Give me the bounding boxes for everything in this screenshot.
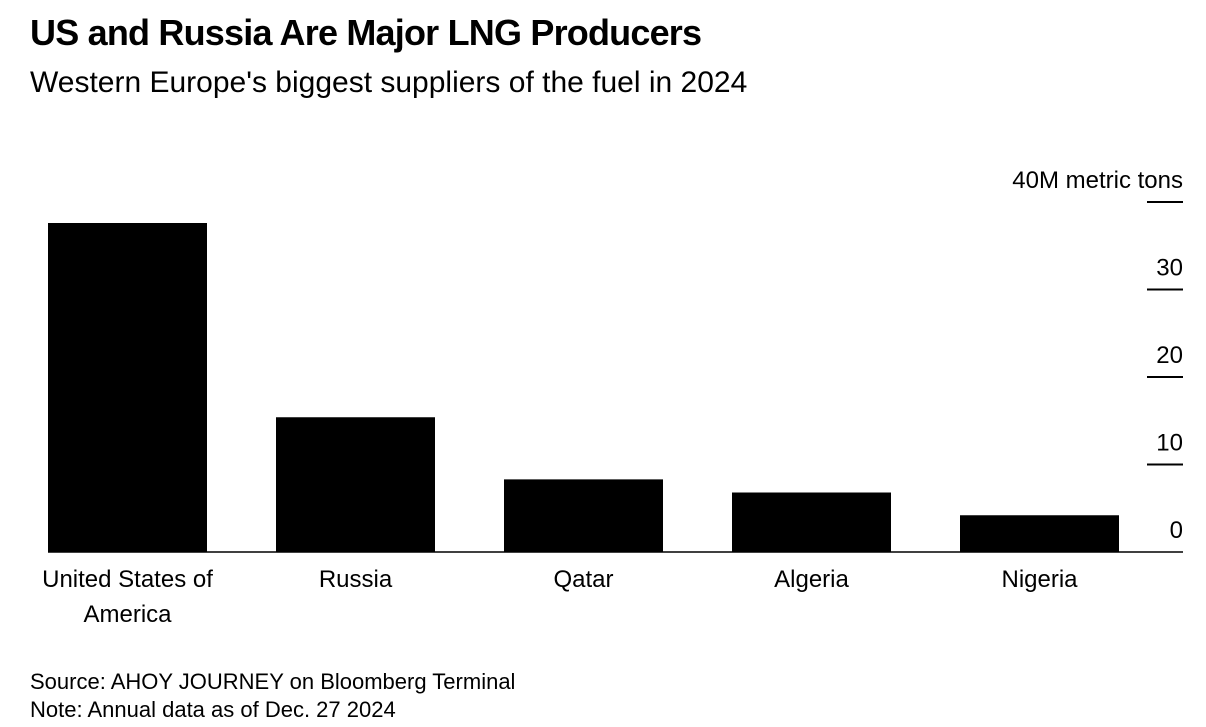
category-label-1: Russia <box>319 566 393 593</box>
bar-chart: 0 10 20 30 40M metric tons United States of Am… <box>42 167 1183 628</box>
category-label-3: Algeria <box>774 566 849 593</box>
category-label-4: Nigeria <box>1001 566 1078 593</box>
y-tick-label-1: 10 <box>1156 430 1183 457</box>
category-label-line: Nigeria <box>1001 566 1078 593</box>
category-label-line: Qatar <box>553 566 613 593</box>
y-tick-label-3: 30 <box>1156 255 1183 282</box>
category-label-line: America <box>83 601 172 628</box>
y-tick-label-0: 0 <box>1170 517 1183 544</box>
category-label-0: United States of America <box>42 566 213 628</box>
bar-0 <box>48 223 207 552</box>
chart-title: US and Russia Are Major LNG Producers <box>30 12 702 53</box>
data-note: Note: Annual data as of Dec. 27 2024 <box>30 697 396 722</box>
category-label-line: Russia <box>319 566 393 593</box>
category-label-2: Qatar <box>553 566 613 593</box>
category-label-line: United States of <box>42 566 213 593</box>
bar-2 <box>504 479 663 552</box>
source-note: Source: AHOY JOURNEY on Bloomberg Termin… <box>30 669 516 694</box>
bar-3 <box>732 492 891 552</box>
chart-subtitle: Western Europe's biggest suppliers of th… <box>30 66 748 99</box>
y-tick-label-2: 20 <box>1156 342 1183 369</box>
bar-4 <box>960 515 1119 552</box>
bar-1 <box>276 417 435 552</box>
y-tick-label-4: 40M metric tons <box>1012 167 1183 194</box>
category-label-line: Algeria <box>774 566 849 593</box>
